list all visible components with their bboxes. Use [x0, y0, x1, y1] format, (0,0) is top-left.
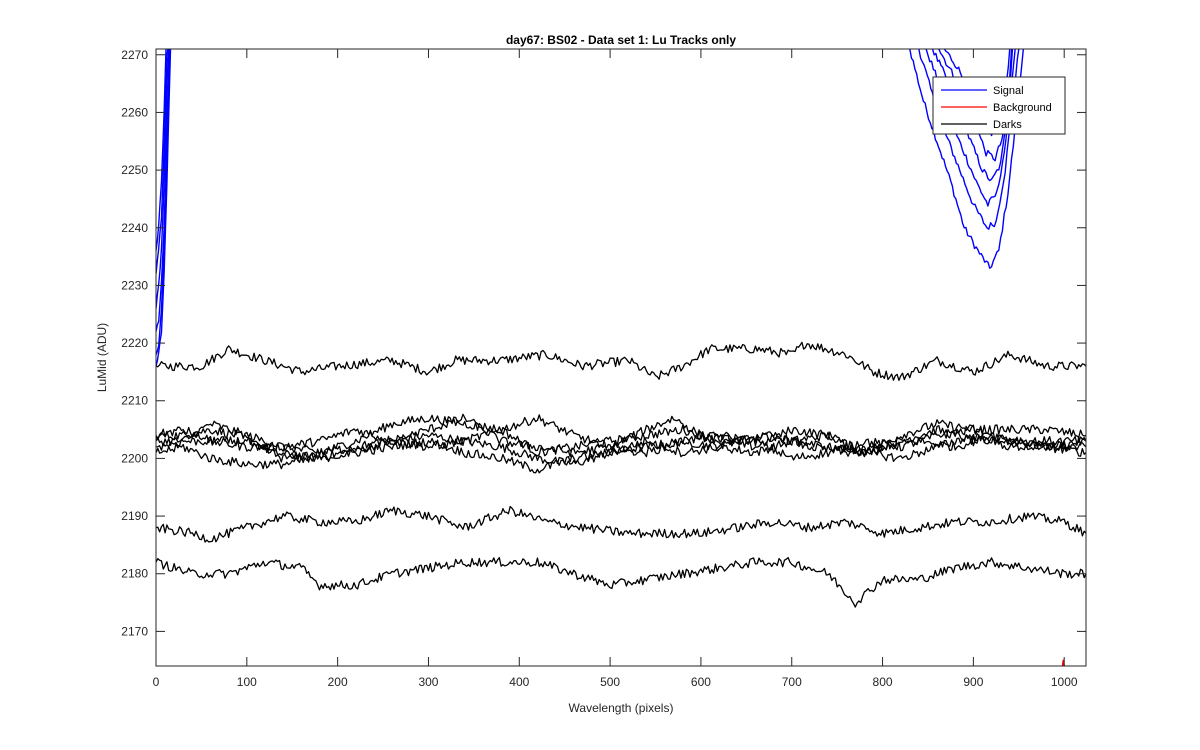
x-tick-label: 1000 — [1051, 675, 1078, 689]
y-tick-label: 2190 — [121, 509, 148, 523]
y-tick-label: 2200 — [121, 451, 148, 465]
y-tick-label: 2270 — [121, 48, 148, 62]
series-signal-line-2 — [156, 49, 169, 274]
x-tick-label: 200 — [328, 675, 348, 689]
series-darks-line-3 — [156, 414, 1086, 461]
y-tick-label: 2240 — [121, 221, 148, 235]
series-signal-line-3 — [156, 49, 167, 251]
series-signal-line-5 — [156, 49, 172, 367]
x-tick-label: 300 — [418, 675, 438, 689]
series-darks-line-7 — [156, 556, 1086, 608]
series-signal-line-9 — [931, 49, 1014, 182]
y-tick-label: 2170 — [121, 624, 148, 638]
legend-label-signal: Signal — [993, 85, 1024, 97]
series-darks-line-6 — [156, 505, 1086, 543]
legend-label-darks: Darks — [993, 119, 1022, 131]
series-darks-line-5 — [156, 432, 1086, 474]
series-layer — [156, 49, 1086, 666]
legend: Signal Background Darks — [932, 76, 1066, 135]
plot-area — [156, 49, 1086, 666]
tick-layer: 0 100 200 300 400 500 600 700 800 900 1000 2170 2180… — [121, 48, 1086, 689]
x-tick-label: 400 — [509, 675, 529, 689]
y-tick-label: 2210 — [121, 394, 148, 408]
y-tick-label: 2250 — [121, 163, 148, 177]
axes-box — [155, 48, 1087, 667]
series-darks-line-2 — [156, 414, 1086, 457]
series-signal-line-6 — [909, 49, 1025, 269]
x-tick-label: 0 — [153, 675, 160, 689]
y-tick-label: 2230 — [121, 278, 148, 292]
x-tick-label: 900 — [963, 675, 983, 689]
series-signal-line-1 — [156, 49, 170, 309]
legend-label-background: Background — [993, 102, 1052, 114]
x-tick-label: 800 — [873, 675, 893, 689]
x-tick-label: 500 — [600, 675, 620, 689]
series-signal-line-4 — [156, 49, 171, 355]
x-tick-label: 100 — [237, 675, 257, 689]
series-darks-line-0 — [156, 341, 1086, 381]
y-axis-label: LuMid (ADU) — [95, 323, 109, 392]
chart-title: day67: BS02 - Data set 1: Lu Tracks only — [506, 33, 736, 47]
y-tick-label: 2220 — [121, 336, 148, 350]
series-signal-line-0 — [156, 49, 171, 332]
x-tick-label: 700 — [782, 675, 802, 689]
x-axis-label: Wavelength (pixels) — [569, 701, 674, 715]
y-tick-label: 2180 — [121, 567, 148, 581]
y-tick-label: 2260 — [121, 105, 148, 119]
x-tick-label: 600 — [691, 675, 711, 689]
series-darks-line-4 — [156, 413, 1086, 463]
